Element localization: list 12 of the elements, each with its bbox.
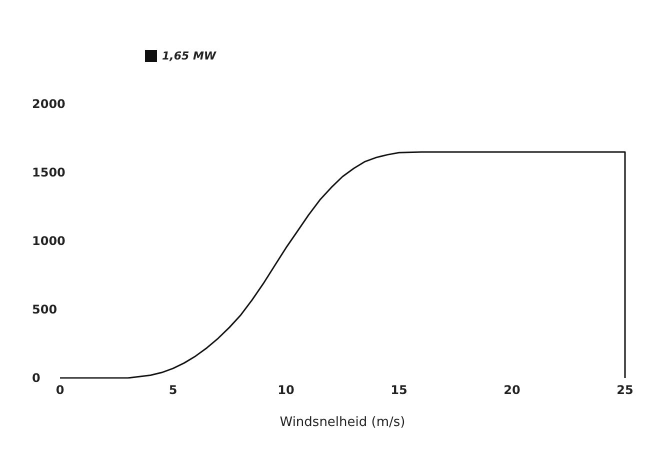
legend-label: 1,65 MW	[162, 50, 217, 62]
x-tick-label: 25	[616, 383, 634, 397]
y-tick-label: 1000	[32, 234, 66, 248]
x-tick-label: 15	[390, 383, 408, 397]
y-tick-label: 0	[32, 371, 40, 385]
y-tick-label: 1500	[32, 166, 66, 180]
x-tick-label: 5	[168, 383, 178, 397]
y-tick-label: 2000	[32, 97, 66, 111]
x-axis-title: Windsnelheid (m/s)	[280, 415, 406, 430]
x-tick-label: 10	[278, 383, 294, 397]
y-tick-label: 500	[32, 302, 58, 316]
x-tick-label: 20	[504, 383, 520, 397]
